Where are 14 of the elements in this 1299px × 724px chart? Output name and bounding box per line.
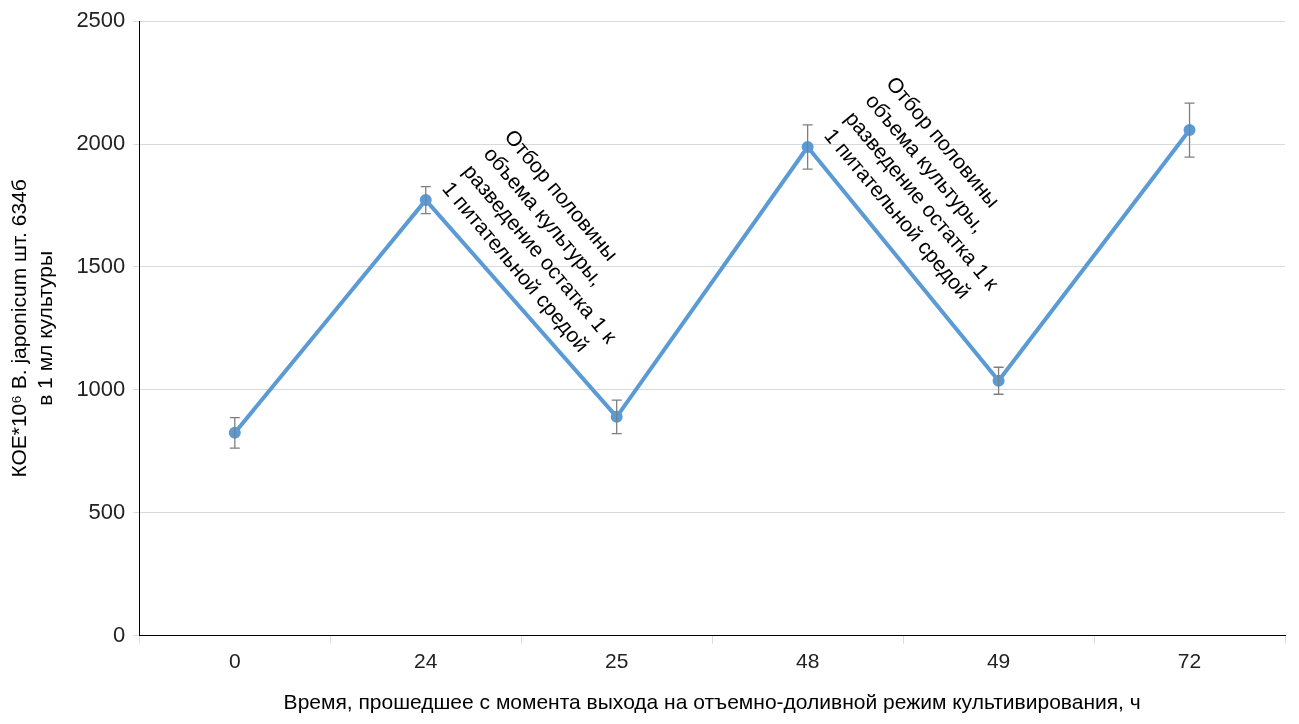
x-tick-label: 72 [1177,649,1202,672]
y-tick-label: 500 [88,498,126,524]
x-axis-title: Время, прошедшее с момента выхода на отъемно-доливной режим культивирования, ч [283,690,1141,714]
x-tick-label: 49 [986,649,1011,672]
x-tick-label: 48 [795,649,820,672]
y-axis-title: КОЕ*10⁶ B. japonicum шт. 634б в 1 мл культуры [7,179,56,478]
y-tick-label: 1500 [76,253,126,279]
y-tick-label: 2000 [76,130,126,156]
x-tick-label: 0 [228,649,241,672]
x-tick-label: 24 [414,649,438,672]
y-tick-label: 0 [113,621,126,647]
x-tick-label: 25 [605,649,629,672]
y-tick-label: 1000 [76,375,126,401]
y-tick-label: 2500 [76,7,126,33]
